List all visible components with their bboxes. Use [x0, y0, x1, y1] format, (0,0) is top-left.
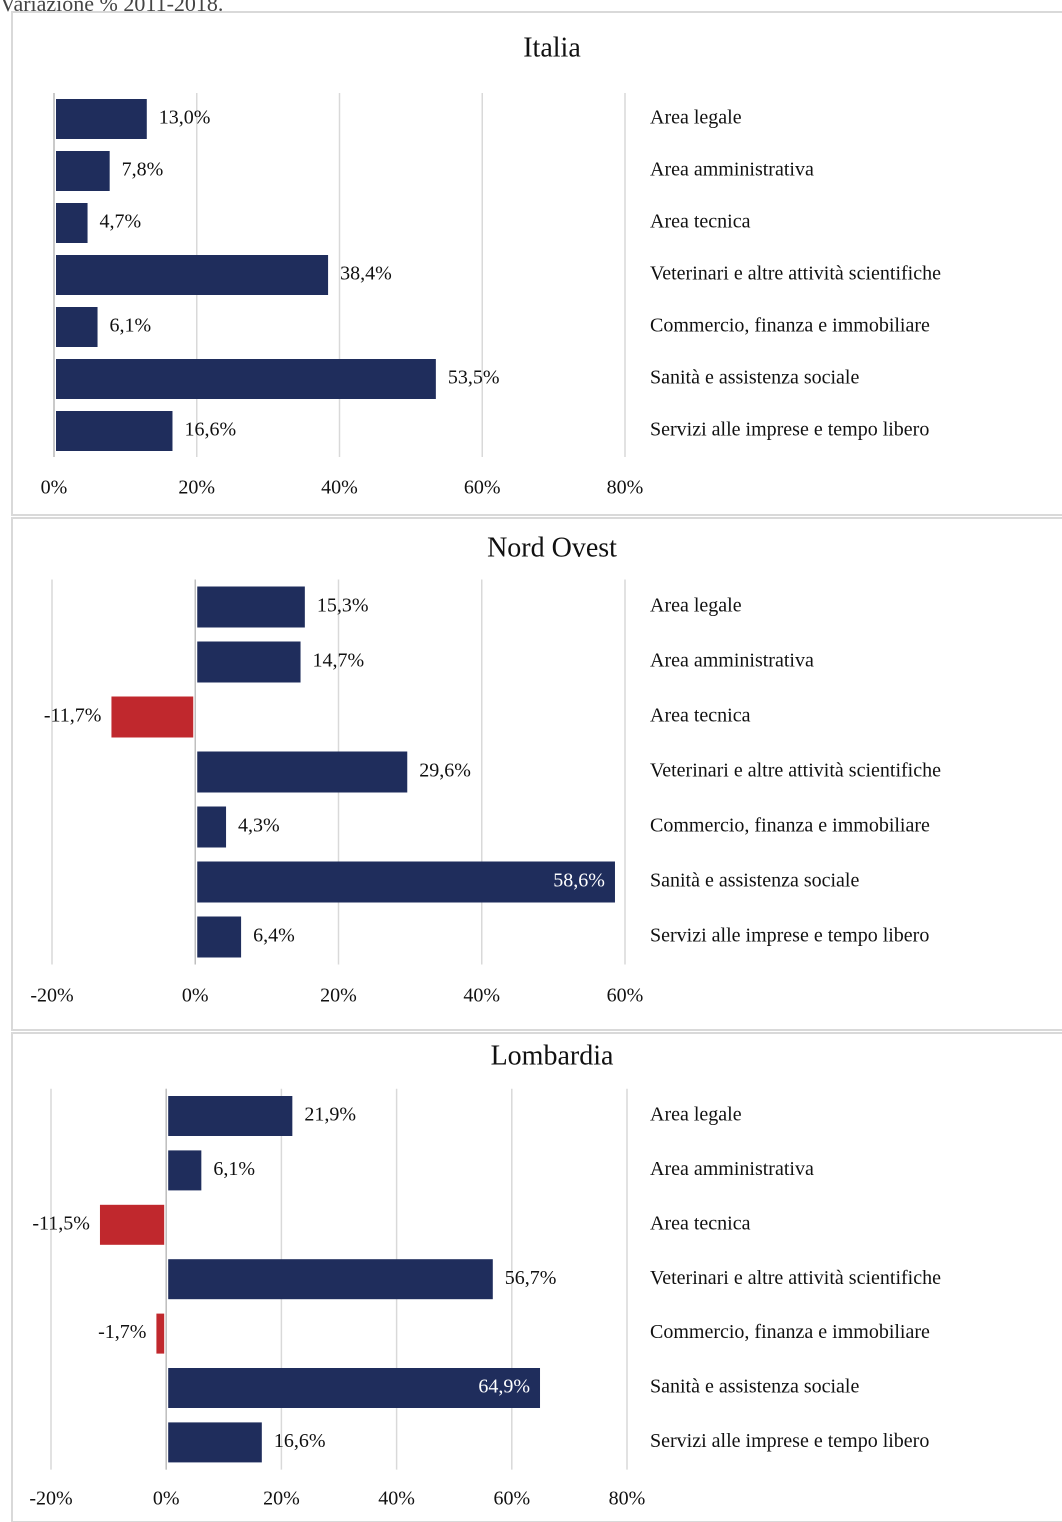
value-label: 56,7%	[505, 1267, 557, 1289]
x-tick-label: -20%	[29, 1488, 72, 1510]
value-label: 16,6%	[274, 1430, 326, 1452]
value-label: 21,9%	[304, 1104, 356, 1126]
panel-frame	[11, 11, 1062, 516]
x-tick-label: 20%	[320, 985, 357, 1007]
value-label: 6,4%	[253, 925, 295, 947]
x-tick-label: 80%	[609, 1488, 646, 1510]
value-label: 4,7%	[100, 211, 142, 233]
category-label: Commercio, finanza e immobiliare	[650, 1321, 930, 1343]
x-tick-label: 40%	[378, 1488, 415, 1510]
category-label: Veterinari e altre attività scientifiche	[650, 760, 941, 782]
category-label: Sanità e assistenza sociale	[650, 367, 859, 389]
category-label: Area amministrativa	[650, 650, 814, 672]
bar	[197, 916, 242, 958]
category-label: Commercio, finanza e immobiliare	[650, 815, 930, 837]
category-label: Servizi alle imprese e tempo libero	[650, 419, 929, 441]
value-label: -11,5%	[32, 1212, 90, 1234]
category-label: Servizi alle imprese e tempo libero	[650, 925, 929, 947]
panel-frame	[11, 517, 1062, 1031]
bar	[197, 641, 301, 683]
bar	[197, 806, 227, 848]
value-label: 7,8%	[122, 159, 164, 181]
value-label: 64,9%	[478, 1376, 530, 1398]
category-label: Commercio, finanza e immobiliare	[650, 315, 930, 337]
value-label: 4,3%	[238, 815, 280, 837]
x-tick-label: 40%	[463, 985, 500, 1007]
x-tick-label: -20%	[30, 985, 73, 1007]
bar	[168, 1259, 493, 1300]
value-label: 38,4%	[340, 263, 392, 285]
x-tick-label: 0%	[182, 985, 209, 1007]
category-label: Area amministrativa	[650, 1158, 814, 1180]
x-tick-label: 80%	[607, 477, 644, 499]
category-label: Area legale	[650, 595, 742, 617]
x-tick-label: 20%	[263, 1488, 300, 1510]
category-label: Veterinari e altre attività scientifiche	[650, 263, 941, 285]
bar	[56, 411, 173, 451]
value-label: 58,6%	[553, 870, 605, 892]
bar	[56, 359, 436, 399]
bar	[168, 1096, 293, 1136]
value-label: 13,0%	[159, 107, 211, 129]
category-label: Area legale	[650, 1104, 742, 1126]
chart-title: Nord Ovest	[487, 532, 617, 563]
category-label: Sanità e assistenza sociale	[650, 1376, 859, 1398]
x-tick-label: 0%	[41, 477, 68, 499]
category-label: Sanità e assistenza sociale	[650, 870, 859, 892]
x-tick-label: 40%	[321, 477, 358, 499]
x-tick-label: 20%	[178, 477, 215, 499]
value-label: 14,7%	[313, 650, 365, 672]
value-label: 16,6%	[184, 419, 236, 441]
bar	[197, 861, 615, 903]
category-label: Veterinari e altre attività scientifiche	[650, 1267, 941, 1289]
x-tick-label: 60%	[607, 985, 644, 1007]
value-label: 6,1%	[110, 315, 152, 337]
category-label: Servizi alle imprese e tempo libero	[650, 1430, 929, 1452]
panel-frame	[11, 1032, 1062, 1522]
bar	[111, 696, 194, 738]
value-label: 15,3%	[317, 595, 369, 617]
value-label: 6,1%	[213, 1158, 255, 1180]
bar	[197, 751, 408, 793]
bar	[168, 1150, 202, 1191]
bar	[168, 1368, 541, 1408]
bar	[156, 1313, 165, 1354]
bar	[56, 99, 147, 139]
category-label: Area tecnica	[650, 211, 751, 233]
chart-title: Italia	[523, 32, 581, 63]
bar	[197, 586, 305, 628]
value-label: -1,7%	[98, 1321, 146, 1343]
value-label: 29,6%	[419, 760, 471, 782]
bar	[56, 151, 110, 191]
bar	[56, 255, 329, 295]
bar	[56, 307, 98, 347]
category-label: Area legale	[650, 107, 742, 129]
caption: Variazione % 2011-2018.	[0, 0, 223, 16]
bar	[99, 1204, 165, 1245]
bar	[168, 1422, 262, 1463]
category-label: Area tecnica	[650, 705, 751, 727]
category-label: Area tecnica	[650, 1212, 751, 1234]
bar	[56, 203, 88, 243]
chart-title: Lombardia	[491, 1040, 614, 1071]
value-label: 53,5%	[448, 367, 500, 389]
value-label: -11,7%	[44, 705, 102, 727]
category-label: Area amministrativa	[650, 159, 814, 181]
x-tick-label: 0%	[153, 1488, 180, 1510]
x-tick-label: 60%	[464, 477, 501, 499]
x-tick-label: 60%	[493, 1488, 530, 1510]
